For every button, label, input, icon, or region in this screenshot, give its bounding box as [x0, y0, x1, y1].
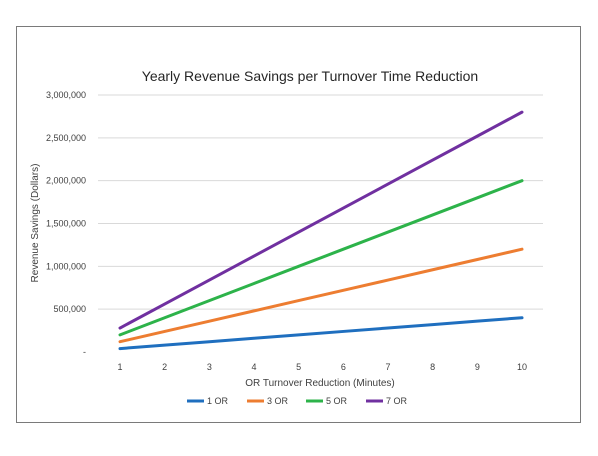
y-tick-label: 1,500,000 — [46, 219, 86, 229]
x-axis-ticks: 1 2 3 4 5 6 7 8 9 10 — [117, 362, 527, 372]
x-tick-label: 9 — [475, 362, 480, 372]
y-axis-label: Revenue Savings (Dollars) — [30, 164, 41, 283]
series-lines — [118, 110, 524, 351]
x-tick-label: 1 — [117, 362, 122, 372]
y-tick-label: - — [83, 347, 86, 357]
y-axis-ticks: - 500,000 1,000,000 1,500,000 2,000,000 2,500… — [46, 90, 86, 357]
legend-label: 7 OR — [386, 396, 408, 406]
chart-title: Yearly Revenue Savings per Turnover Time… — [142, 68, 478, 84]
chart-frame — [16, 26, 581, 423]
y-tick-label: 500,000 — [53, 304, 86, 314]
legend-label: 3 OR — [267, 396, 289, 406]
series-line-3-or — [118, 247, 524, 344]
x-tick-label: 3 — [207, 362, 212, 372]
legend-label: 1 OR — [207, 396, 229, 406]
x-tick-label: 4 — [251, 362, 256, 372]
y-tick-label: 2,500,000 — [46, 133, 86, 143]
series-line-7-or — [118, 110, 524, 330]
legend-label: 5 OR — [326, 396, 348, 406]
series-line-5-or — [118, 179, 524, 337]
series-line-1-or — [118, 316, 524, 351]
x-tick-label: 10 — [517, 362, 527, 372]
y-tick-label: 2,000,000 — [46, 176, 86, 186]
x-tick-label: 7 — [385, 362, 390, 372]
x-tick-label: 6 — [341, 362, 346, 372]
x-tick-label: 2 — [162, 362, 167, 372]
x-tick-label: 5 — [296, 362, 301, 372]
x-axis-label: OR Turnover Reduction (Minutes) — [245, 378, 395, 389]
gridlines — [98, 94, 543, 310]
legend: 1 OR 3 OR 5 OR 7 OR — [187, 396, 408, 406]
x-tick-label: 8 — [430, 362, 435, 372]
y-tick-label: 3,000,000 — [46, 90, 86, 100]
y-tick-label: 1,000,000 — [46, 261, 86, 271]
